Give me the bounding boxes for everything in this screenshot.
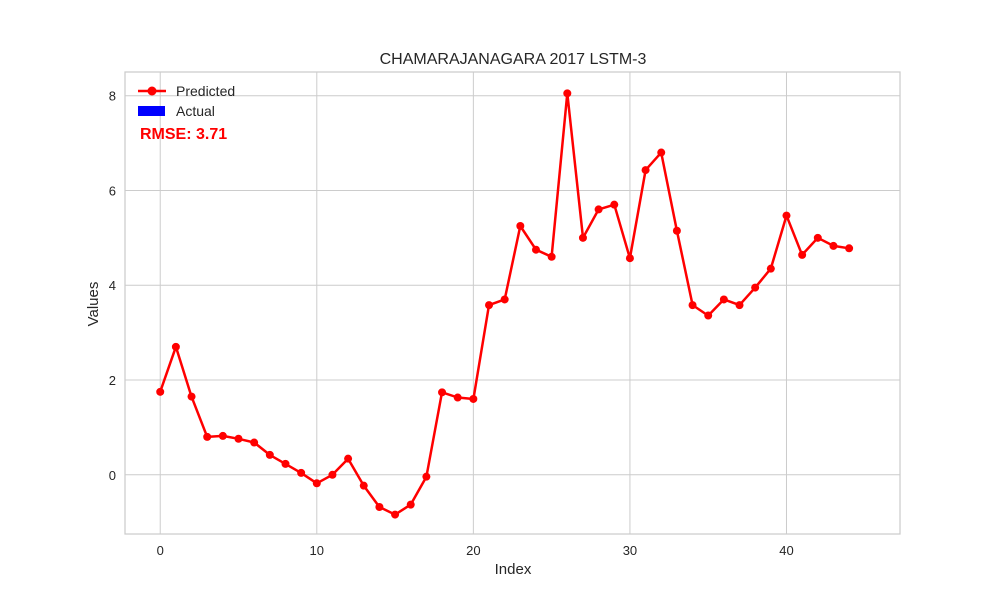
data-point (610, 200, 619, 209)
data-point (719, 295, 728, 304)
data-point (547, 252, 556, 261)
x-axis-label: Index (495, 561, 532, 578)
rmse-annotation: RMSE: 3.71 (140, 126, 227, 143)
data-point (391, 510, 400, 519)
data-point (187, 392, 196, 401)
plot-area (125, 72, 900, 534)
data-point (516, 222, 525, 230)
x-axis-ticks: 0 10 20 30 40 (157, 543, 794, 558)
data-point (594, 205, 603, 214)
data-point (782, 211, 791, 220)
legend-predicted-marker (147, 86, 157, 96)
data-point (469, 394, 478, 403)
grid-lines (125, 72, 900, 534)
data-point (171, 342, 180, 351)
data-point (704, 311, 713, 320)
y-tick-label: 0 (109, 468, 116, 483)
data-point (531, 245, 540, 254)
data-point (845, 244, 854, 253)
data-point (735, 301, 744, 310)
data-point (344, 454, 353, 463)
data-point (578, 233, 587, 242)
data-point (672, 226, 681, 235)
data-point (422, 472, 431, 481)
series-layer (156, 89, 854, 519)
data-point (281, 459, 290, 468)
legend-label-actual: Actual (176, 103, 215, 119)
x-tick-label: 30 (623, 543, 637, 558)
data-point (829, 241, 838, 250)
x-tick-label: 20 (466, 543, 480, 558)
data-point (625, 254, 634, 263)
data-point (453, 393, 462, 402)
data-point (375, 502, 384, 511)
y-tick-label: 2 (109, 373, 116, 388)
data-point (218, 431, 227, 440)
data-point (751, 283, 760, 292)
data-point (766, 264, 775, 273)
data-point (641, 166, 650, 175)
data-point (657, 148, 666, 157)
data-point (265, 450, 274, 459)
data-point (156, 387, 165, 396)
data-point (359, 481, 368, 490)
data-point (250, 438, 259, 447)
data-point (500, 295, 509, 304)
y-axis-ticks: 0 2 4 6 8 (109, 89, 116, 483)
data-point (297, 468, 306, 477)
y-tick-label: 8 (109, 89, 116, 104)
data-point (813, 233, 822, 242)
data-point (798, 250, 807, 259)
data-point (438, 388, 447, 397)
data-point (234, 434, 243, 443)
x-tick-label: 40 (779, 543, 793, 558)
legend-actual-patch (138, 106, 165, 116)
data-point (312, 479, 321, 488)
data-point (485, 301, 494, 310)
data-point (406, 500, 415, 509)
chart-title: CHAMARAJANAGARA 2017 LSTM-3 (380, 51, 647, 68)
x-tick-label: 10 (310, 543, 324, 558)
data-point (328, 470, 337, 479)
data-point (203, 432, 212, 441)
legend-label-predicted: Predicted (176, 83, 235, 99)
y-axis-label: Values (85, 282, 102, 327)
x-tick-label: 0 (157, 543, 164, 558)
y-tick-label: 4 (109, 278, 116, 293)
data-point (563, 89, 572, 98)
legend: Predicted Actual (138, 83, 235, 119)
data-point (688, 301, 697, 310)
plot-frame (124, 71, 901, 535)
y-tick-label: 6 (109, 183, 116, 198)
